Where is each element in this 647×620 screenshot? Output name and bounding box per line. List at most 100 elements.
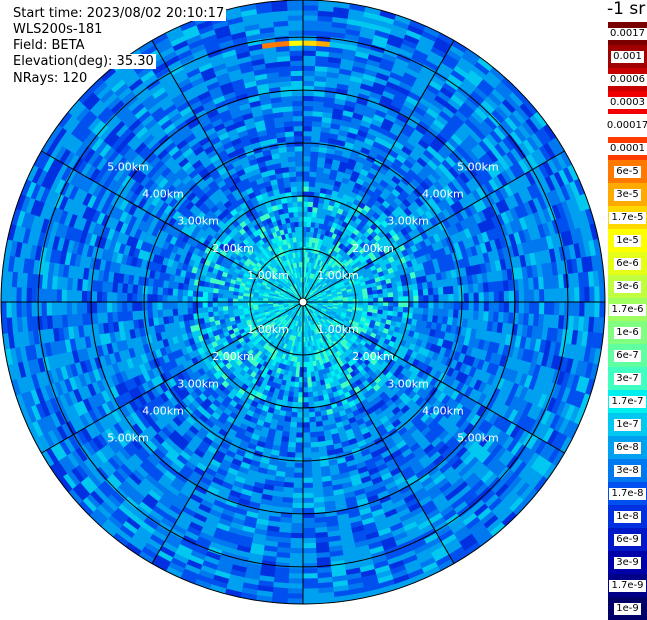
beta-cell — [423, 308, 429, 315]
beta-cell — [238, 302, 243, 305]
beta-cell — [197, 297, 202, 303]
beta-cell — [287, 452, 295, 458]
beta-cell — [449, 294, 454, 302]
beta-cell — [212, 302, 217, 307]
beta-cell — [172, 295, 177, 302]
beta-cell — [293, 101, 304, 106]
beta-cell — [287, 146, 295, 152]
beta-cell — [310, 156, 318, 162]
beta-cell — [418, 289, 424, 296]
beta-cell — [308, 397, 314, 402]
beta-cell — [295, 227, 299, 232]
beta-cell — [306, 367, 310, 372]
beta-cell — [187, 308, 193, 314]
beta-cell — [309, 412, 315, 418]
beta-cell — [102, 302, 107, 313]
beta-cell — [291, 412, 297, 418]
beta-cell — [152, 302, 157, 310]
beta-cell — [311, 146, 319, 152]
beta-cell — [399, 297, 404, 302]
beta-cell — [443, 287, 449, 295]
beta-cell — [296, 161, 303, 166]
beta-cell — [494, 292, 499, 302]
beta-cell — [147, 294, 152, 302]
beta-cell — [474, 302, 479, 311]
beta-cell — [288, 161, 296, 167]
beta-cell — [429, 295, 434, 302]
beta-cell — [303, 161, 310, 166]
beta-cell — [303, 403, 309, 408]
beta-cell — [484, 302, 489, 312]
beta-cell — [464, 293, 469, 302]
beta-cell — [296, 237, 300, 242]
beta-cell — [308, 387, 313, 392]
beta-cell — [303, 146, 311, 151]
beta-cell — [137, 293, 142, 302]
beta-cell — [373, 294, 378, 298]
beta-cell — [177, 289, 183, 296]
beta-cell — [378, 294, 383, 298]
beta-cell — [303, 211, 308, 216]
beta-cell — [298, 206, 303, 211]
beta-cell — [303, 216, 308, 221]
beta-cell — [404, 297, 409, 303]
beta-cell — [303, 463, 312, 468]
beta-cell — [152, 294, 157, 302]
beta-cell — [182, 302, 187, 308]
beta-cell — [303, 96, 314, 101]
beta-cell — [167, 295, 172, 302]
beta-cell — [290, 417, 297, 423]
beta-cell — [303, 181, 309, 186]
beta-cell — [479, 293, 484, 303]
beta-cell — [303, 382, 308, 387]
beta-cell — [303, 393, 308, 398]
beta-cell — [363, 299, 368, 302]
beta-cell — [489, 292, 494, 302]
beta-cell — [479, 302, 484, 312]
beta-cell — [299, 227, 303, 232]
beta-cell — [295, 222, 299, 227]
beta-cell — [294, 131, 303, 136]
beta-cell — [297, 186, 303, 191]
beta-cell — [127, 293, 132, 302]
beta-cell — [388, 293, 393, 298]
beta-cell — [299, 372, 303, 377]
beta-cell — [289, 427, 296, 433]
beta-cell — [294, 473, 303, 478]
beta-cell — [296, 438, 303, 443]
beta-cell — [307, 377, 311, 382]
beta-cell — [223, 302, 228, 306]
beta-cell — [383, 293, 388, 298]
beta-cell — [296, 171, 303, 176]
beta-cell — [182, 308, 188, 315]
beta-cell — [303, 186, 309, 191]
beta-cell — [293, 202, 299, 207]
beta-cell — [311, 452, 319, 458]
beta-cell — [363, 295, 368, 299]
beta-cell — [299, 367, 303, 372]
beta-cell — [295, 443, 303, 448]
beta-cell — [303, 453, 311, 458]
beta-cell — [308, 196, 314, 202]
beta-cell — [423, 289, 429, 296]
beta-cell — [197, 307, 203, 313]
beta-cell — [499, 292, 504, 303]
beta-cell — [182, 289, 188, 296]
beta-cell — [368, 302, 373, 306]
beta-cell — [303, 498, 314, 503]
beta-cell — [303, 106, 313, 111]
beta-cell — [292, 96, 303, 101]
beta-cell — [303, 398, 308, 403]
beta-cell — [388, 297, 393, 302]
beta-cell — [187, 296, 192, 302]
beta-cell — [303, 151, 311, 156]
beta-cell — [310, 171, 317, 177]
beta-cell — [308, 392, 313, 397]
beta-cell — [147, 302, 152, 310]
beta-cell — [132, 293, 137, 302]
beta-cell — [383, 298, 388, 303]
beta-cell — [393, 287, 399, 293]
beta-cell — [403, 307, 409, 313]
beta-cell — [293, 488, 303, 493]
beta-cell — [202, 302, 207, 307]
